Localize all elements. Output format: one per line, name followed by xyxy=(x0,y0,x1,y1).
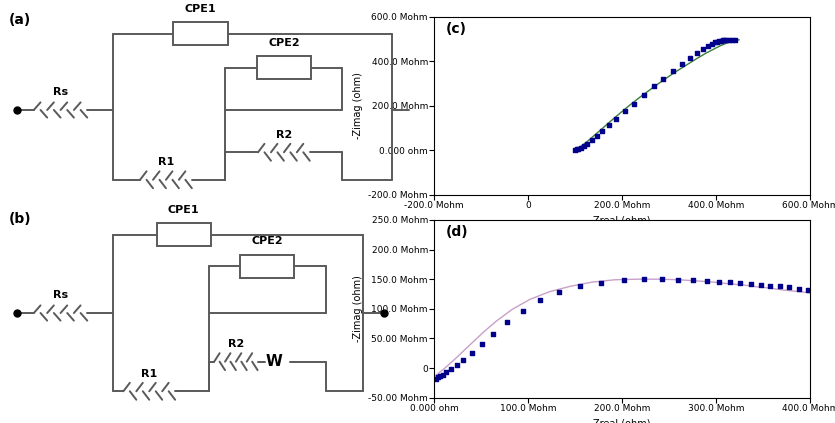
Point xyxy=(720,37,733,44)
FancyBboxPatch shape xyxy=(157,223,210,246)
Point xyxy=(572,145,585,152)
Point xyxy=(782,284,796,291)
Text: (d): (d) xyxy=(446,225,468,239)
Point xyxy=(705,41,718,47)
Point xyxy=(734,279,747,286)
Point xyxy=(792,285,805,292)
Point xyxy=(433,373,447,380)
Point xyxy=(569,146,582,153)
Point xyxy=(517,307,530,314)
Point xyxy=(671,276,685,283)
Point xyxy=(501,319,514,326)
Point xyxy=(618,108,631,115)
Text: CPE2: CPE2 xyxy=(251,236,283,246)
Text: CPE2: CPE2 xyxy=(268,38,300,48)
Point xyxy=(573,283,586,290)
Point xyxy=(723,279,736,286)
Y-axis label: -Zimag (ohm): -Zimag (ohm) xyxy=(352,72,362,139)
Text: CPE1: CPE1 xyxy=(168,205,200,215)
Point xyxy=(431,374,444,381)
Point xyxy=(595,128,609,135)
Point xyxy=(684,55,697,61)
Text: R1: R1 xyxy=(141,368,157,379)
Point xyxy=(590,133,604,140)
Point xyxy=(602,122,615,129)
Point xyxy=(534,297,547,303)
Text: R1: R1 xyxy=(158,157,174,167)
Point xyxy=(637,92,650,99)
Y-axis label: -Zimag (ohm): -Zimag (ohm) xyxy=(352,275,362,342)
Point xyxy=(429,375,443,382)
Text: (b): (b) xyxy=(8,212,31,225)
Text: Rs: Rs xyxy=(53,87,68,97)
Point xyxy=(595,279,608,286)
Text: R2: R2 xyxy=(276,129,292,140)
Point xyxy=(577,142,590,149)
Point xyxy=(676,60,689,67)
Point xyxy=(637,276,650,283)
Point xyxy=(610,115,623,122)
Point xyxy=(811,288,824,294)
Point xyxy=(574,144,587,151)
Point xyxy=(553,289,566,296)
Point xyxy=(725,36,738,43)
Point xyxy=(569,146,583,153)
Point xyxy=(773,283,787,290)
Point xyxy=(584,137,598,143)
FancyBboxPatch shape xyxy=(240,255,294,278)
Point xyxy=(708,39,721,46)
Point xyxy=(457,356,470,363)
Point xyxy=(580,140,594,147)
Point xyxy=(711,38,724,45)
Point xyxy=(716,37,729,44)
Point xyxy=(701,42,715,49)
Point xyxy=(666,68,680,74)
X-axis label: Zreal (ohm): Zreal (ohm) xyxy=(594,418,650,423)
Point xyxy=(475,341,488,347)
FancyBboxPatch shape xyxy=(257,56,311,80)
Point xyxy=(444,366,458,373)
Point xyxy=(655,276,668,283)
Point xyxy=(647,83,660,90)
Point xyxy=(764,282,777,289)
Point xyxy=(712,38,726,44)
Point xyxy=(686,277,700,284)
Text: Rs: Rs xyxy=(53,290,68,300)
Point xyxy=(691,49,704,56)
Point xyxy=(829,292,835,299)
Text: W: W xyxy=(266,354,282,369)
FancyBboxPatch shape xyxy=(174,22,227,45)
Point xyxy=(700,277,713,284)
Text: CPE1: CPE1 xyxy=(185,4,216,14)
Point xyxy=(714,37,727,44)
Point xyxy=(755,281,768,288)
Point xyxy=(696,45,710,52)
Point xyxy=(802,286,815,293)
Point xyxy=(656,75,670,82)
Point xyxy=(450,362,463,368)
Point xyxy=(722,36,736,43)
Point xyxy=(712,278,726,285)
Point xyxy=(744,280,757,287)
X-axis label: Zreal (ohm): Zreal (ohm) xyxy=(594,215,650,225)
Point xyxy=(718,37,731,44)
Point xyxy=(465,349,478,356)
Text: R2: R2 xyxy=(228,339,244,349)
Point xyxy=(820,289,833,296)
Point xyxy=(617,277,630,284)
Point xyxy=(436,371,449,378)
Point xyxy=(627,100,640,107)
Point xyxy=(487,330,500,337)
Point xyxy=(440,369,453,376)
Text: (a): (a) xyxy=(8,13,31,27)
Text: (c): (c) xyxy=(446,22,467,36)
Point xyxy=(728,36,741,43)
